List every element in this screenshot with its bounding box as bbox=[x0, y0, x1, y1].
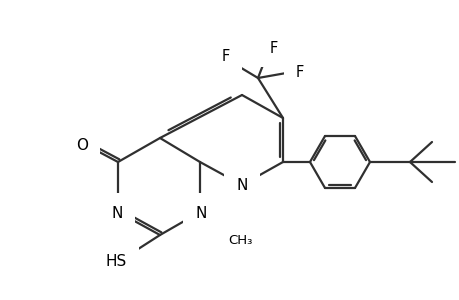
Text: O: O bbox=[76, 137, 88, 152]
Text: N: N bbox=[111, 206, 123, 220]
Text: F: F bbox=[269, 40, 278, 56]
Text: N: N bbox=[195, 206, 206, 220]
Text: HS: HS bbox=[105, 254, 126, 269]
Text: N: N bbox=[236, 178, 247, 194]
Text: F: F bbox=[295, 64, 303, 80]
Text: F: F bbox=[221, 49, 230, 64]
Text: CH₃: CH₃ bbox=[227, 233, 252, 247]
